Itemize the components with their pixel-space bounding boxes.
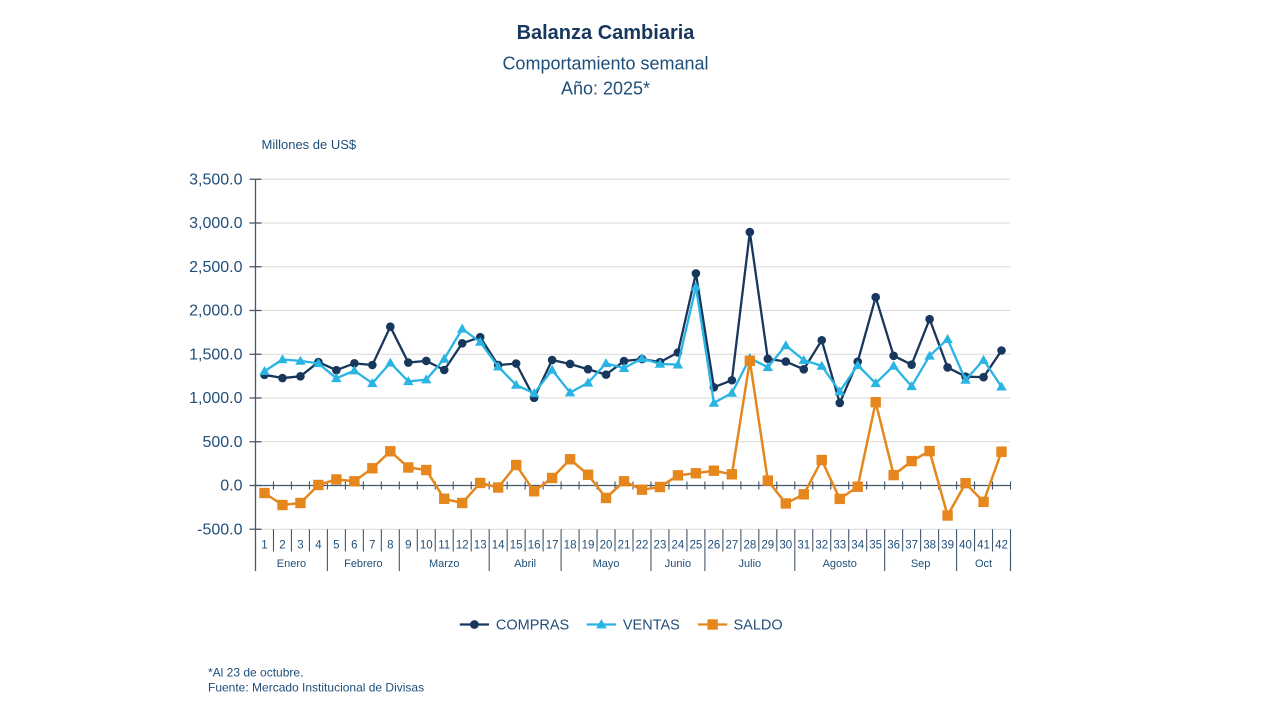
svg-text:25: 25 xyxy=(690,540,703,552)
svg-text:0.0: 0.0 xyxy=(220,478,242,495)
svg-text:5: 5 xyxy=(333,540,339,552)
svg-text:30: 30 xyxy=(779,540,792,552)
svg-text:3,500.0: 3,500.0 xyxy=(189,171,242,188)
svg-text:2,500.0: 2,500.0 xyxy=(189,259,242,276)
svg-text:40: 40 xyxy=(959,540,972,552)
svg-text:3,000.0: 3,000.0 xyxy=(189,215,242,232)
svg-text:22: 22 xyxy=(636,540,649,552)
svg-text:Mayo: Mayo xyxy=(593,558,620,570)
svg-text:38: 38 xyxy=(923,540,936,552)
svg-text:27: 27 xyxy=(725,540,738,552)
svg-text:6: 6 xyxy=(351,540,357,552)
svg-text:18: 18 xyxy=(564,540,577,552)
svg-text:Junio: Junio xyxy=(665,558,691,570)
svg-text:15: 15 xyxy=(510,540,523,552)
svg-text:1: 1 xyxy=(261,540,267,552)
svg-text:28: 28 xyxy=(743,540,756,552)
svg-text:Agosto: Agosto xyxy=(823,558,857,570)
svg-text:20: 20 xyxy=(600,540,613,552)
svg-text:29: 29 xyxy=(761,540,774,552)
svg-text:Comportamiento semanal: Comportamiento semanal xyxy=(502,54,708,74)
svg-text:11: 11 xyxy=(438,540,450,552)
svg-text:3: 3 xyxy=(297,540,303,552)
svg-text:26: 26 xyxy=(707,540,720,552)
svg-text:Oct: Oct xyxy=(975,558,992,570)
svg-text:Balanza Cambiaria: Balanza Cambiaria xyxy=(517,22,696,44)
svg-text:10: 10 xyxy=(420,540,433,552)
svg-text:Abril: Abril xyxy=(514,558,536,570)
svg-text:Año: 2025*: Año: 2025* xyxy=(561,79,650,99)
svg-text:Julio: Julio xyxy=(739,558,762,570)
svg-text:4: 4 xyxy=(315,540,322,552)
svg-text:SALDO: SALDO xyxy=(734,618,783,634)
svg-text:41: 41 xyxy=(977,540,990,552)
svg-text:Sep: Sep xyxy=(911,558,931,570)
svg-text:31: 31 xyxy=(797,540,810,552)
svg-text:33: 33 xyxy=(833,540,846,552)
svg-text:16: 16 xyxy=(528,540,541,552)
svg-text:Marzo: Marzo xyxy=(429,558,460,570)
svg-text:13: 13 xyxy=(474,540,487,552)
svg-text:19: 19 xyxy=(582,540,595,552)
svg-text:-500.0: -500.0 xyxy=(197,521,242,538)
svg-text:14: 14 xyxy=(492,540,505,552)
svg-text:2: 2 xyxy=(279,540,285,552)
svg-text:39: 39 xyxy=(941,540,954,552)
svg-text:37: 37 xyxy=(905,540,918,552)
svg-text:COMPRAS: COMPRAS xyxy=(496,618,569,634)
svg-text:Enero: Enero xyxy=(277,558,306,570)
svg-text:32: 32 xyxy=(815,540,828,552)
svg-text:23: 23 xyxy=(654,540,667,552)
svg-text:42: 42 xyxy=(995,540,1008,552)
svg-text:21: 21 xyxy=(618,540,631,552)
svg-text:*Al 23 de octubre.: *Al 23 de octubre. xyxy=(208,666,303,680)
svg-text:VENTAS: VENTAS xyxy=(623,618,680,634)
svg-text:9: 9 xyxy=(405,540,411,552)
svg-text:8: 8 xyxy=(387,540,393,552)
svg-text:36: 36 xyxy=(887,540,900,552)
svg-text:24: 24 xyxy=(672,540,685,552)
svg-text:500.0: 500.0 xyxy=(202,434,242,451)
svg-text:Millones de US$: Millones de US$ xyxy=(262,137,357,152)
svg-text:35: 35 xyxy=(869,540,882,552)
svg-text:17: 17 xyxy=(546,540,559,552)
svg-text:Fuente: Mercado Institucional: Fuente: Mercado Institucional de Divisas xyxy=(208,681,424,695)
svg-text:7: 7 xyxy=(369,540,375,552)
svg-text:Febrero: Febrero xyxy=(344,558,383,570)
svg-text:2,000.0: 2,000.0 xyxy=(189,303,242,320)
svg-text:1,500.0: 1,500.0 xyxy=(189,346,242,363)
svg-text:34: 34 xyxy=(851,540,864,552)
svg-text:1,000.0: 1,000.0 xyxy=(189,390,242,407)
svg-text:12: 12 xyxy=(456,540,469,552)
